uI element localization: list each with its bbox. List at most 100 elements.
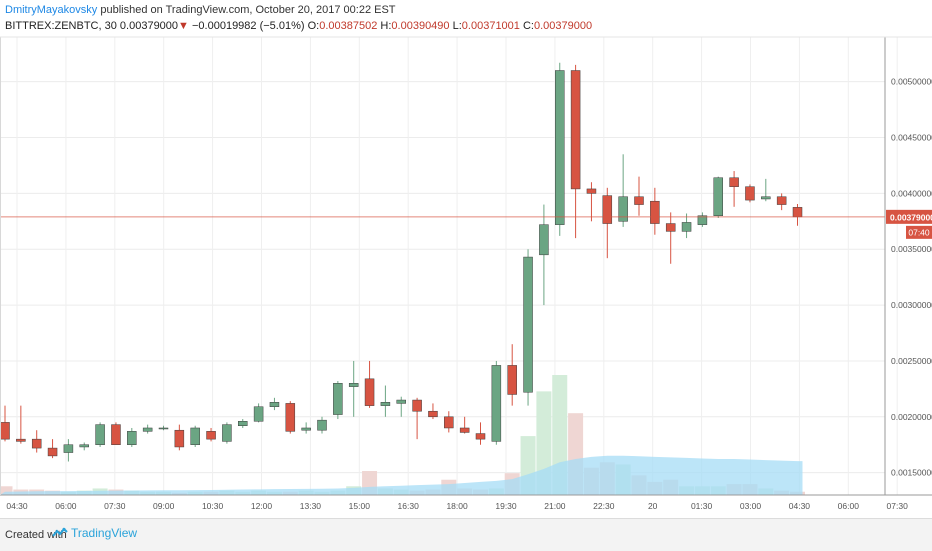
published-text: published on TradingView.com, October 20… bbox=[100, 4, 396, 16]
open-label: O: bbox=[307, 20, 320, 32]
candle bbox=[697, 212, 708, 227]
candle-body bbox=[16, 438, 26, 442]
candle bbox=[507, 344, 517, 406]
candle-body bbox=[776, 196, 787, 205]
candle-body bbox=[142, 427, 153, 432]
candle bbox=[745, 184, 755, 203]
candle bbox=[555, 62, 565, 236]
y-tick-label: 0.00400000 bbox=[891, 188, 932, 198]
created-with-text: Created with bbox=[5, 529, 67, 541]
x-tick-label: 20 bbox=[648, 501, 658, 511]
x-tick-label: 22:30 bbox=[593, 501, 615, 511]
candle-body bbox=[618, 196, 628, 222]
low-label: L: bbox=[452, 20, 462, 32]
chart-area[interactable]: 0.00150000 0.00200000 0.00250000 0.00300000… bbox=[0, 36, 932, 518]
candle-body bbox=[348, 383, 359, 387]
high-value: 0.00390490 bbox=[391, 20, 450, 32]
candlestick-chart[interactable]: 0.00150000 0.00200000 0.00250000 0.00300000… bbox=[0, 36, 932, 518]
x-tick-label: 09:00 bbox=[153, 501, 175, 511]
y-tick-label: 0.00150000 bbox=[891, 468, 932, 478]
candle-body bbox=[269, 402, 280, 408]
candle-body bbox=[444, 416, 454, 429]
candle-body bbox=[586, 188, 597, 194]
x-tick-label: 10:30 bbox=[202, 501, 224, 511]
candle bbox=[602, 187, 613, 259]
x-tick-label: 06:00 bbox=[838, 501, 860, 511]
candle-body bbox=[792, 207, 803, 218]
candle bbox=[444, 411, 454, 433]
y-tick-label: 0.00500000 bbox=[891, 77, 932, 87]
candle-body bbox=[238, 421, 248, 426]
x-tick-label: 15:00 bbox=[349, 501, 371, 511]
candle bbox=[31, 430, 42, 453]
candle-body bbox=[396, 399, 406, 404]
candle-body bbox=[761, 196, 771, 200]
candle-body bbox=[539, 224, 549, 256]
author-link[interactable]: DmitryMayakovsky bbox=[5, 4, 98, 16]
candle bbox=[285, 401, 296, 434]
high-label: H: bbox=[380, 20, 392, 32]
tradingview-logo-icon bbox=[52, 527, 68, 537]
candle-body bbox=[190, 427, 200, 445]
y-tick-label: 0.00200000 bbox=[891, 412, 932, 422]
candle bbox=[428, 403, 438, 420]
candle-body bbox=[729, 177, 739, 187]
candle bbox=[776, 193, 787, 211]
x-tick-label: 04:30 bbox=[789, 501, 811, 511]
candle-body bbox=[713, 177, 723, 216]
x-tick-label: 18:00 bbox=[446, 501, 468, 511]
candle bbox=[79, 442, 89, 451]
candle bbox=[665, 212, 676, 264]
candle-body bbox=[79, 444, 89, 448]
candle bbox=[586, 182, 597, 222]
candle bbox=[570, 64, 581, 239]
candle bbox=[650, 187, 660, 235]
candle bbox=[523, 249, 533, 406]
candle-body bbox=[174, 429, 185, 448]
candle-body bbox=[47, 447, 58, 457]
tradingview-brand-label: TradingView bbox=[71, 526, 138, 540]
candle-body bbox=[63, 444, 74, 453]
x-tick-label: 19:30 bbox=[495, 501, 517, 511]
candle bbox=[0, 405, 10, 442]
x-tick-label: 07:30 bbox=[887, 501, 909, 511]
candle-body bbox=[0, 422, 10, 440]
candle-body bbox=[459, 427, 470, 433]
candle bbox=[63, 439, 74, 462]
tradingview-link[interactable]: TradingView bbox=[52, 526, 137, 540]
last-price: 0.00379000 bbox=[119, 20, 179, 32]
y-tick-label: 0.00450000 bbox=[891, 133, 932, 143]
candle-body bbox=[697, 215, 708, 225]
candle-body bbox=[127, 431, 137, 445]
candle bbox=[317, 416, 327, 434]
down-arrow-icon: ▼ bbox=[178, 20, 189, 32]
y-tick-label: 0.00250000 bbox=[891, 356, 932, 366]
candle bbox=[222, 422, 232, 444]
y-tick-label: 0.00350000 bbox=[891, 244, 932, 254]
candle-body bbox=[665, 223, 676, 232]
candle bbox=[459, 416, 470, 434]
low-value: 0.00371001 bbox=[461, 20, 520, 32]
countdown-badge-bg bbox=[906, 225, 932, 239]
ohlc-line: BITTREX:ZENBTC, 30 0.00379000▼ −0.000199… bbox=[5, 20, 592, 32]
candle-body bbox=[111, 424, 121, 445]
candle bbox=[174, 424, 185, 451]
candle bbox=[158, 425, 169, 431]
x-tick-label: 21:00 bbox=[544, 501, 566, 511]
candle bbox=[618, 154, 628, 227]
chart-header: DmitryMayakovsky published on TradingVie… bbox=[0, 0, 932, 36]
candle-body bbox=[285, 403, 296, 432]
candle bbox=[238, 419, 248, 428]
candle bbox=[364, 360, 375, 408]
candle-body bbox=[253, 406, 264, 422]
x-tick-label: 12:00 bbox=[251, 501, 273, 511]
y-tick-label: 0.00300000 bbox=[891, 300, 932, 310]
last-price-badge-text: 0.00379000 bbox=[890, 212, 932, 222]
candle bbox=[142, 424, 153, 434]
x-tick-label: 07:30 bbox=[104, 501, 126, 511]
candle bbox=[396, 396, 406, 417]
candle bbox=[634, 176, 644, 216]
last-price-badge-bg bbox=[886, 209, 932, 224]
candle bbox=[475, 422, 486, 445]
x-tick-label: 04:30 bbox=[6, 501, 28, 511]
